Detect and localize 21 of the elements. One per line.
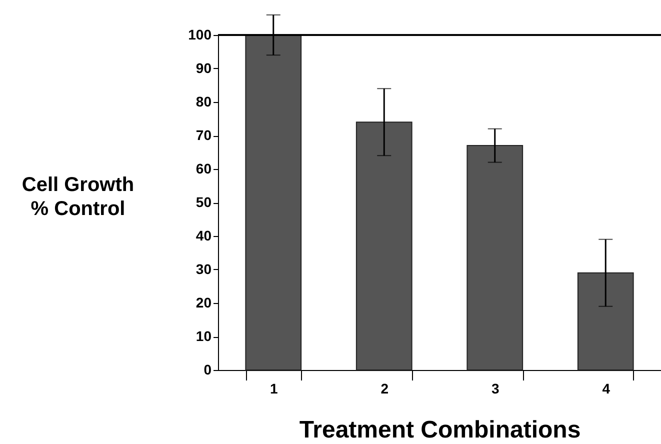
y-tick-label: 20 [196, 294, 212, 310]
y-tick-label: 70 [196, 127, 212, 143]
bar [356, 122, 412, 370]
x-tick-label: 3 [491, 380, 500, 396]
y-tick-label: 40 [196, 228, 212, 244]
y-tick-label: 50 [196, 194, 212, 210]
y-tick-label: 100 [188, 26, 212, 42]
y-tick-label: 30 [196, 261, 212, 277]
y-axis-title: Cell Growth % Control [22, 174, 134, 220]
x-tick-label: 4 [602, 380, 610, 396]
x-tick-label: 1 [270, 380, 278, 396]
x-tick-label: 2 [380, 380, 389, 396]
y-tick-label: 80 [196, 94, 212, 110]
y-tick-label: 60 [196, 160, 212, 176]
y-tick-label: 10 [196, 328, 212, 344]
bar [466, 145, 524, 370]
bar [245, 34, 302, 370]
x-axis-title: Treatment Combinations [299, 416, 581, 444]
bar [577, 272, 634, 370]
y-tick-label: 0 [204, 362, 212, 378]
y-tick-label: 90 [196, 60, 212, 76]
